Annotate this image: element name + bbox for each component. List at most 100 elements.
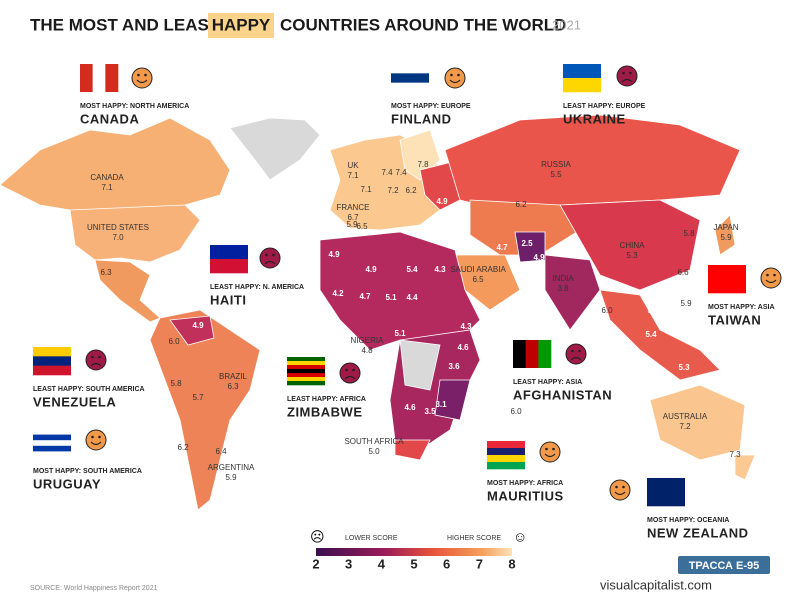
flag-stripe	[287, 357, 325, 362]
country-score: 7.1	[360, 185, 372, 194]
country-score: 5.0	[368, 447, 380, 456]
flag-stripe	[391, 82, 429, 93]
flag	[513, 340, 552, 368]
country-score: 3.6	[448, 362, 460, 371]
callout-label: LEAST HAPPY: EUROPE	[563, 103, 646, 110]
face-eye	[98, 435, 101, 439]
country-score: 7.8	[417, 160, 429, 169]
flag	[647, 478, 685, 507]
country-score: 4.8	[361, 346, 373, 355]
flag-stripe	[33, 347, 71, 357]
country-name: UK	[347, 161, 359, 170]
country-score: 5.4	[645, 330, 657, 339]
country-score: 6.4	[215, 447, 227, 456]
country-score: 6.7	[347, 213, 359, 222]
flag-stripe	[92, 64, 106, 92]
country-score: 6.0	[601, 306, 613, 315]
title-highlight-bg	[208, 13, 274, 38]
country-score: 5.1	[394, 329, 406, 338]
face-mouth	[90, 362, 102, 367]
face-eye	[571, 349, 574, 353]
flag-stripe	[525, 340, 539, 368]
sad-face	[616, 65, 638, 87]
flag-stripe	[33, 440, 71, 447]
callout-country: FINLAND	[391, 111, 452, 126]
flag-stripe	[210, 259, 248, 274]
flag-stripe	[287, 377, 325, 382]
country-score: 5.5	[550, 170, 562, 179]
face-eye	[622, 485, 625, 489]
face-eye	[91, 435, 94, 439]
country-score: 7.2	[679, 422, 691, 431]
callout-country: URUGUAY	[33, 476, 101, 491]
flag-stripe	[33, 451, 71, 458]
callout-label: MOST HAPPY: AFRICA	[487, 480, 563, 487]
happy-face	[609, 479, 631, 501]
country-name: SAUDI ARABIA	[450, 265, 506, 274]
face-mouth	[614, 491, 626, 496]
flag-stripe	[487, 462, 525, 470]
sad-face	[565, 343, 587, 365]
flag-stripe	[287, 365, 325, 370]
callout-label: LEAST HAPPY: SOUTH AMERICA	[33, 386, 145, 393]
country-score: 5.9	[680, 299, 692, 308]
legend-tick-label: 7	[476, 556, 483, 571]
country-score: 6.0	[168, 337, 180, 346]
country-name: CHINA	[620, 241, 646, 250]
face-eye	[345, 368, 348, 372]
face-mouth	[264, 260, 276, 265]
callout-label: MOST HAPPY: SOUTH AMERICA	[33, 468, 142, 475]
title-prefix: THE MOST AND LEAST	[30, 15, 220, 34]
country-score: 5.9	[225, 473, 237, 482]
callout-label: MOST HAPPY: EUROPE	[391, 103, 471, 110]
flag-stripe	[647, 492, 685, 507]
country-score: 4.7	[496, 243, 508, 252]
face-eye	[144, 73, 147, 77]
happy-face	[760, 267, 782, 289]
country-score: 6.5	[472, 275, 484, 284]
flag-stripe	[33, 429, 71, 435]
happy-face-icon: ☺	[513, 529, 527, 545]
face-eye	[91, 355, 94, 359]
country-score: 5.9	[346, 220, 358, 229]
face-eye	[352, 368, 355, 372]
callout-country: NEW ZEALAND	[647, 525, 749, 540]
flag-stripe	[33, 365, 71, 376]
country-score: 4.3	[460, 322, 472, 331]
flag-stripe	[33, 434, 71, 441]
flag-stripe	[391, 64, 429, 74]
country-score: 5.4	[406, 265, 418, 274]
happy-face	[444, 67, 466, 89]
site: visualcapitalist.com	[600, 577, 712, 592]
country-name: INDIA	[552, 274, 574, 283]
country-score: 4.4	[406, 293, 418, 302]
country-score: 5.8	[683, 229, 695, 238]
face-mouth	[570, 356, 582, 361]
face-mouth	[621, 78, 633, 83]
country-score: 7.0	[112, 233, 124, 242]
country-score: 4.6	[457, 343, 469, 352]
country-score: 6.3	[227, 382, 239, 391]
callout-country: UKRAINE	[563, 111, 626, 126]
flag	[287, 357, 325, 386]
face-eye	[622, 71, 625, 75]
country-name: UNITED STATES	[87, 223, 149, 232]
flag-stripe	[563, 78, 601, 93]
country-score: 6.2	[177, 443, 189, 452]
legend-tick-label: 5	[410, 556, 417, 571]
legend-tick-label: 8	[508, 556, 515, 571]
happy-face	[131, 67, 153, 89]
legend-tick-label: 3	[345, 556, 352, 571]
face-eye	[545, 447, 548, 451]
country-score: 4.7	[359, 292, 371, 301]
country-score: 3.6	[172, 292, 184, 301]
title-suffix: COUNTRIES AROUND THE WORLD	[280, 15, 566, 34]
callout-country: MAURITIUS	[487, 488, 564, 503]
country-score: 6.5	[356, 222, 368, 231]
face-mouth	[544, 453, 556, 458]
